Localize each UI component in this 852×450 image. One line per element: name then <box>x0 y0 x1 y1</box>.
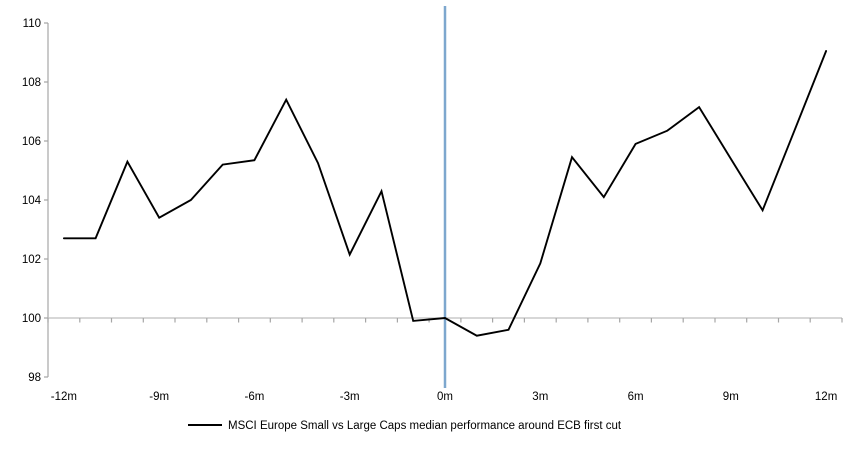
y-tick-label: 100 <box>22 313 41 325</box>
x-tick-label: 0m <box>437 391 453 403</box>
x-tick-label: 12m <box>815 391 837 403</box>
y-tick-label: 102 <box>22 254 41 266</box>
legend: MSCI Europe Small vs Large Caps median p… <box>188 420 622 432</box>
x-tick-label: 9m <box>723 391 739 403</box>
y-tick-label: 106 <box>22 136 41 148</box>
x-tick-label: 3m <box>532 391 548 403</box>
y-tick-label: 110 <box>23 18 41 30</box>
y-tick-label: 104 <box>22 195 42 207</box>
y-tick-label: 98 <box>28 372 41 384</box>
y-axis-ticks <box>44 22 48 378</box>
legend-label: MSCI Europe Small vs Large Caps median p… <box>228 420 622 432</box>
y-tick-label: 108 <box>22 77 41 89</box>
y-axis-labels: 110 108 106 104 102 100 98 <box>22 18 42 384</box>
x-tick-label: -12m <box>51 391 77 403</box>
x-tick-label: -3m <box>340 391 360 403</box>
x-axis-ticks <box>47 318 843 323</box>
series-line <box>62 50 828 337</box>
x-tick-label: -6m <box>244 391 264 403</box>
x-tick-label: 6m <box>628 391 644 403</box>
x-tick-label: -9m <box>149 391 169 403</box>
x-axis-labels: -12m -9m -6m -3m 0m 3m 6m 9m 12m <box>51 391 837 403</box>
